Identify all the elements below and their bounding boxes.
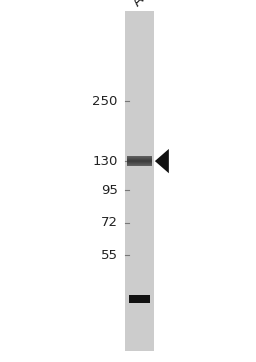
Text: 130: 130 bbox=[92, 155, 118, 168]
Text: A431: A431 bbox=[130, 0, 165, 9]
Polygon shape bbox=[155, 149, 169, 173]
Bar bbox=[127, 160, 152, 161]
Bar bbox=[127, 159, 152, 160]
Bar bbox=[127, 157, 152, 158]
Bar bbox=[125, 11, 154, 351]
Bar bbox=[127, 158, 152, 159]
Bar bbox=[129, 295, 151, 303]
Text: 95: 95 bbox=[101, 184, 118, 197]
Bar bbox=[127, 163, 152, 164]
Bar bbox=[127, 164, 152, 165]
Text: 250: 250 bbox=[92, 95, 118, 108]
Bar bbox=[127, 161, 152, 162]
Bar bbox=[127, 162, 152, 163]
Text: 55: 55 bbox=[101, 249, 118, 262]
Text: 72: 72 bbox=[101, 216, 118, 229]
Bar bbox=[127, 156, 152, 157]
Bar bbox=[127, 165, 152, 166]
